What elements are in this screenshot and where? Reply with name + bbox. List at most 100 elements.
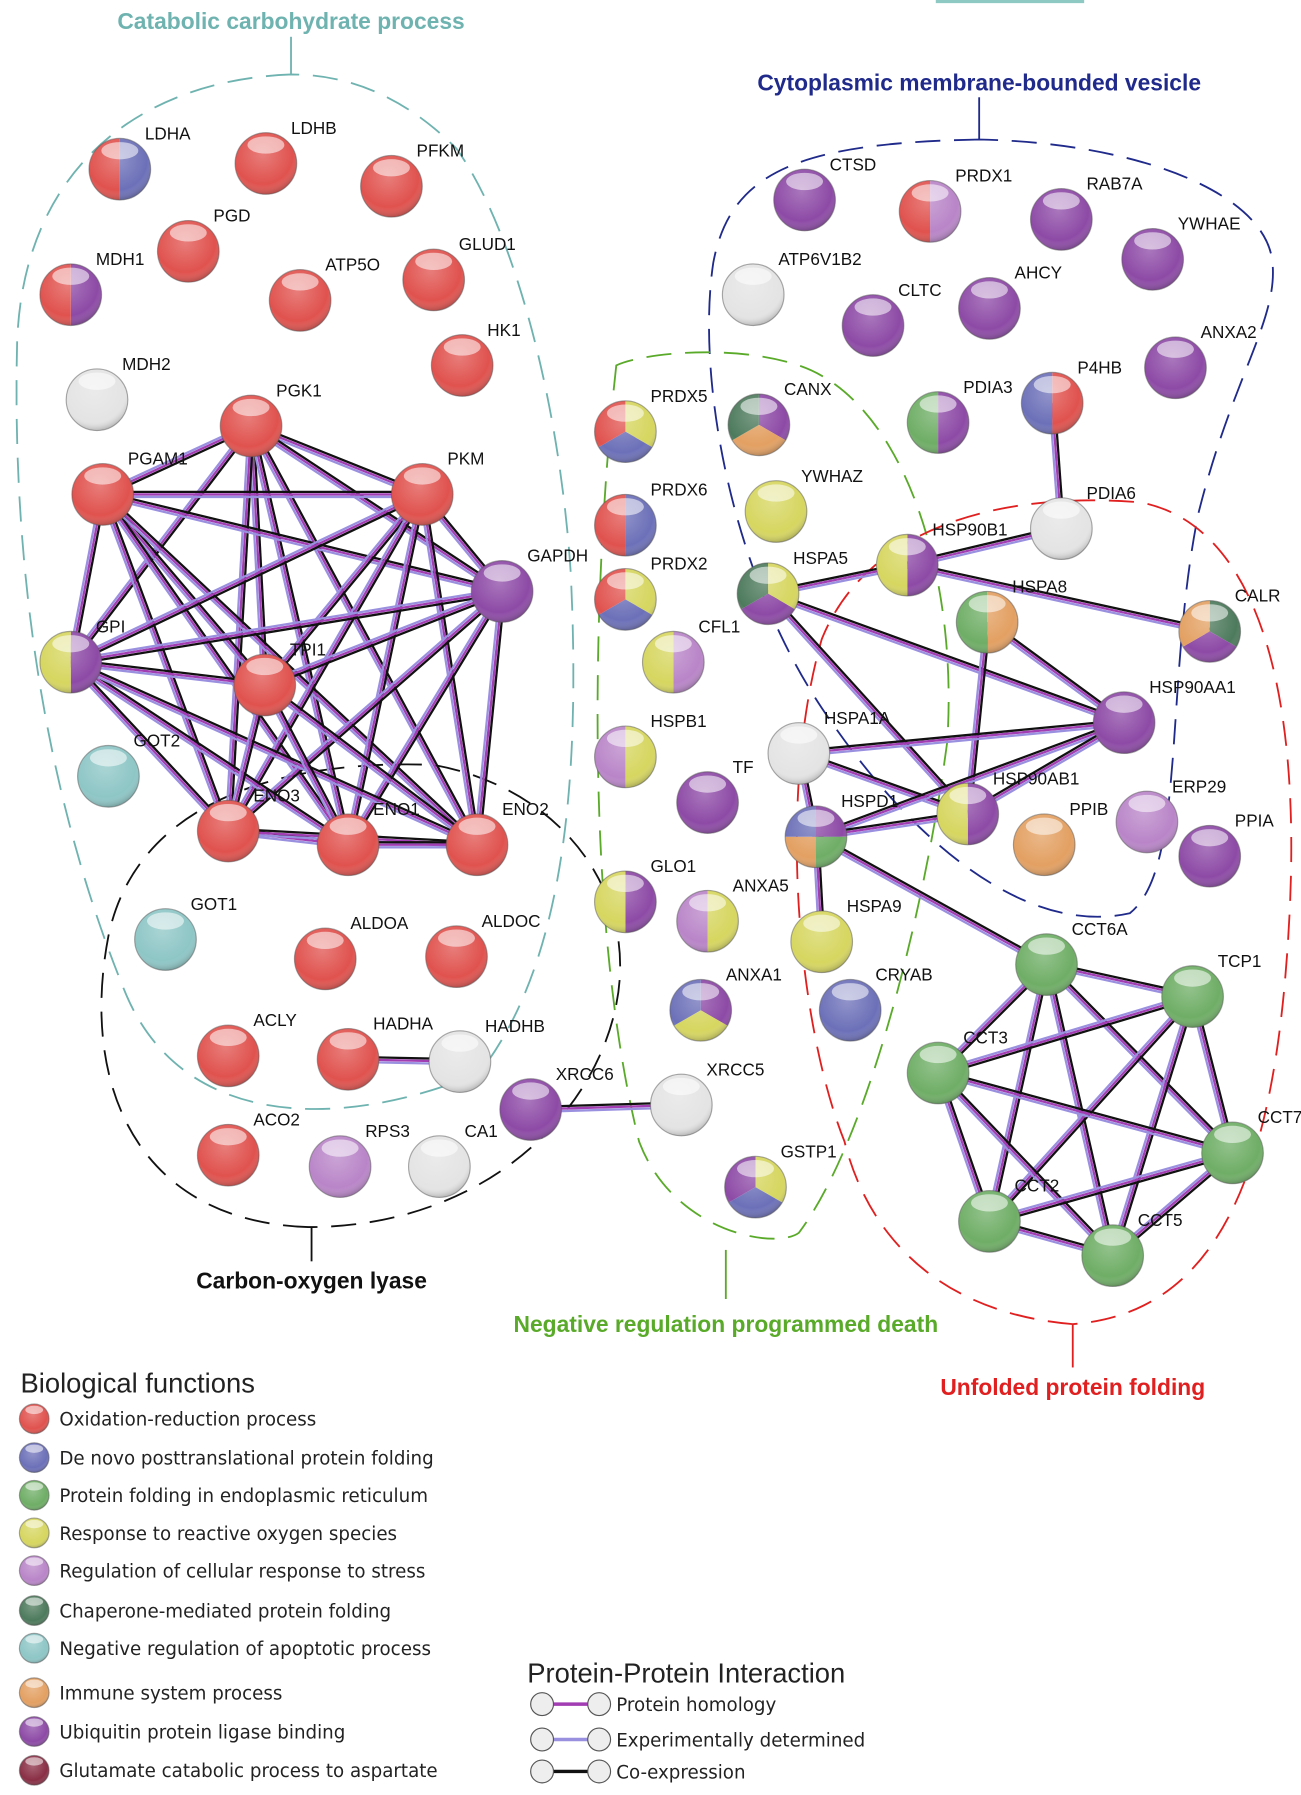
node-highlight (607, 572, 644, 589)
node-highlight (889, 538, 926, 555)
ppi-swatch-node (588, 1693, 611, 1716)
legend-label: Protein folding in endoplasmic reticulum (59, 1486, 428, 1507)
network-diagram: Catabolic carbohydrate process Cytoplasm… (0, 0, 1301, 1790)
node-label: PFKM (417, 142, 465, 161)
node-label: ENO1 (373, 800, 420, 819)
node-label: HSPA5 (793, 549, 848, 568)
node-label: ENO2 (502, 800, 549, 819)
node-highlight (971, 281, 1008, 298)
legend-label: Oxidation-reduction process (59, 1410, 316, 1431)
node-label: LDHB (291, 119, 337, 138)
node-label: GAPDH (527, 547, 588, 566)
node-label: PRDX2 (651, 555, 708, 574)
node-highlight (607, 405, 644, 422)
node-label: ERP29 (1172, 777, 1226, 796)
node-highlight (52, 635, 89, 652)
node-highlight (740, 398, 777, 415)
node-label: ALDOA (350, 914, 409, 933)
node-highlight (920, 395, 957, 412)
node-highlight (512, 1082, 549, 1099)
node-highlight (832, 983, 869, 1000)
node-label: HSPB1 (651, 712, 707, 731)
node-highlight (969, 595, 1006, 612)
node-highlight (1026, 818, 1063, 835)
node-label: ALDOC (482, 912, 541, 931)
legend-label: Ubiquitin protein ligase binding (59, 1722, 345, 1743)
legend-title: Biological functions (21, 1368, 255, 1399)
cluster-label: Unfolded protein folding (940, 1374, 1205, 1400)
node-highlight (750, 567, 787, 584)
node-highlight (233, 399, 270, 416)
node-label: CFL1 (698, 618, 740, 637)
node-label: GLO1 (651, 857, 697, 876)
node-label: ENO3 (253, 786, 300, 805)
node-label: ACO2 (253, 1111, 300, 1130)
node-highlight (912, 184, 949, 201)
edge (1047, 965, 1113, 1256)
node-label: ATP5O (325, 256, 380, 275)
node-label: PGD (213, 207, 250, 226)
ppi-swatch-node (588, 1760, 611, 1783)
node-label: HADHA (373, 1015, 433, 1034)
node-highlight (920, 1046, 957, 1063)
node-label: HSPA1A (824, 709, 891, 728)
node-highlight (210, 804, 247, 821)
node-highlight (1157, 341, 1194, 358)
node-highlight (210, 1128, 247, 1145)
ppi-legend-label: Experimentally determined (616, 1730, 865, 1751)
node-highlight (682, 983, 719, 1000)
cluster-label: Negative regulation programmed death (513, 1311, 938, 1337)
node-highlight (1043, 192, 1080, 209)
node-label: CALR (1235, 587, 1281, 606)
node-highlight (1094, 1229, 1131, 1246)
node-highlight (1191, 604, 1228, 621)
node-label: RPS3 (365, 1122, 410, 1141)
cluster-label: Carbon-oxygen lyase (196, 1268, 427, 1294)
legend-label: Chaperone-mediated protein folding (59, 1601, 391, 1622)
node-label: ANXA5 (733, 877, 789, 896)
node-label: ATP6V1B2 (778, 250, 861, 269)
node-label: GLUD1 (459, 235, 516, 254)
node-label: MDH2 (122, 355, 170, 374)
node-label: PRDX1 (955, 167, 1012, 186)
node-highlight (247, 136, 284, 153)
node-label: ACLY (253, 1011, 297, 1030)
node-highlight (415, 253, 452, 270)
legend-label: Immune system process (59, 1684, 282, 1705)
ppi-legend-label: Protein homology (616, 1695, 776, 1716)
edge (907, 565, 1209, 631)
node-highlight (780, 726, 817, 743)
node-highlight (1128, 795, 1165, 812)
node-highlight (210, 1029, 247, 1046)
node-label: GSTP1 (781, 1142, 837, 1161)
node-highlight (84, 467, 121, 484)
node-highlight (1191, 829, 1228, 846)
legend-label: De novo posttranslational protein foldin… (59, 1448, 433, 1469)
node-label: YWHAE (1178, 215, 1241, 234)
node-label: MDH1 (96, 250, 144, 269)
node-highlight (282, 273, 319, 290)
node-highlight (25, 1520, 43, 1528)
node-highlight (855, 298, 892, 315)
node-highlight (689, 775, 726, 792)
node-highlight (438, 930, 475, 947)
node-label: HSP90AA1 (1149, 678, 1236, 697)
node-label: CCT2 (1015, 1177, 1060, 1196)
node-label: HSP90B1 (932, 521, 1007, 540)
node-highlight (147, 912, 184, 929)
node-label: PPIA (1235, 812, 1275, 831)
node-label: P4HB (1077, 358, 1122, 377)
node-label: GPI (96, 618, 125, 637)
node-highlight (25, 1445, 43, 1453)
node-highlight (1134, 232, 1171, 249)
node-label: AHCY (1015, 264, 1063, 283)
node-label: PDIA6 (1086, 484, 1135, 503)
legend-label: Negative regulation of apoptotic process (59, 1639, 431, 1660)
node-highlight (758, 484, 795, 501)
node-label: CCT7 (1258, 1108, 1301, 1127)
node-highlight (52, 268, 89, 285)
node-label: HSPD1 (841, 792, 898, 811)
node-highlight (1043, 502, 1080, 519)
node-label: TPI1 (290, 640, 326, 659)
edge (480, 592, 505, 845)
